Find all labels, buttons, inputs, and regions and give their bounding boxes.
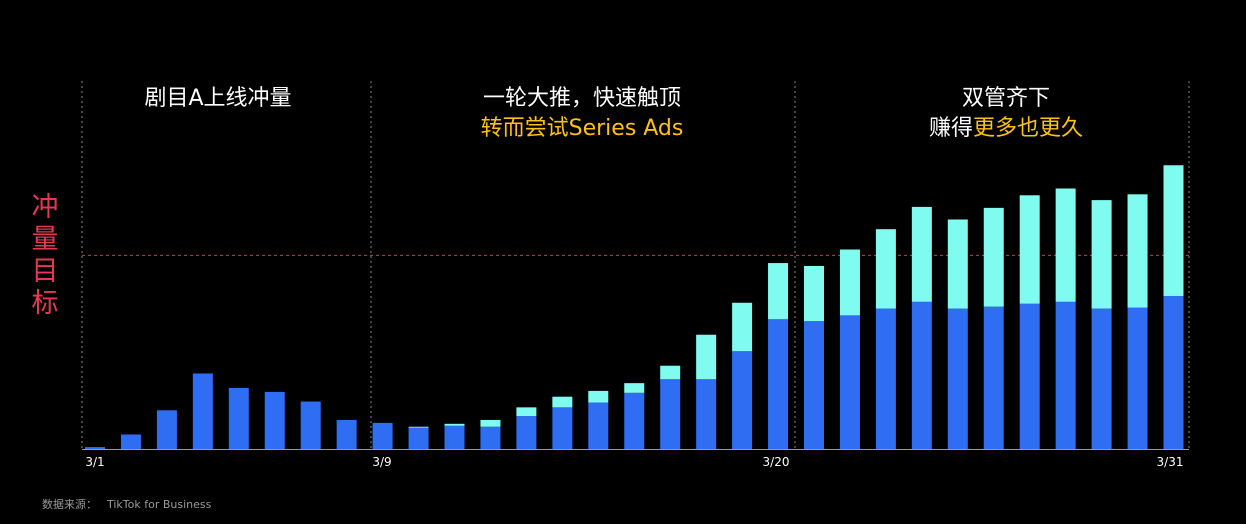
bar-series-ads-15 [588, 390, 609, 403]
x-tick-label: 3/1 [85, 455, 104, 469]
bar-series-ads-11 [444, 423, 465, 426]
bar-series-ads-14 [552, 396, 573, 408]
bar-series-ads-22 [839, 249, 860, 316]
bar-base-14 [552, 407, 573, 449]
phase-title-3-line-1: 双管齐下 [962, 86, 1050, 111]
bar-base-8 [336, 419, 357, 449]
bar-series-ads-12 [480, 419, 501, 427]
bar-series-ads-29 [1091, 200, 1112, 309]
bar-base-10 [408, 427, 429, 449]
bar-base-15 [588, 402, 609, 449]
bar-base-2 [120, 434, 141, 449]
bar-base-19 [732, 351, 753, 449]
bar-series-ads-16 [624, 383, 645, 393]
y-axis-label-char: 量 [32, 224, 59, 255]
phase-title-3-line-2: 赚得更多也更久 [929, 116, 1083, 141]
x-tick-label: 3/9 [372, 455, 391, 469]
x-tick-label: 3/20 [763, 455, 790, 469]
bar-base-13 [516, 416, 537, 449]
bar-series-ads-30 [1127, 194, 1148, 308]
bar-series-ads-25 [947, 219, 968, 309]
bar-base-11 [444, 425, 465, 449]
bar-series-ads-28 [1055, 188, 1076, 302]
bar-base-18 [696, 379, 717, 449]
bar-base-22 [839, 315, 860, 449]
bar-base-4 [192, 373, 213, 449]
bar-base-1 [85, 447, 105, 449]
phase-title-segment: 一轮大推，快速触顶 [483, 86, 681, 111]
bar-base-6 [264, 391, 285, 449]
bar-base-26 [983, 306, 1004, 449]
bar-base-7 [300, 401, 321, 449]
bar-base-31 [1163, 295, 1184, 449]
bar-series-ads-27 [1019, 195, 1040, 304]
phase-title-2-line-2: 转而尝试Series Ads [481, 116, 684, 141]
bar-base-30 [1127, 307, 1148, 449]
y-axis-label-char: 冲 [32, 192, 59, 223]
source-value: TikTok for Business [107, 498, 212, 511]
bar-series-ads-23 [875, 229, 896, 309]
phase-title-2-line-1: 一轮大推，快速触顶 [483, 86, 681, 111]
bar-base-29 [1091, 308, 1112, 449]
bar-series-ads-24 [911, 206, 932, 302]
bar-series-ads-10 [408, 426, 429, 428]
bar-series-ads-18 [696, 334, 717, 380]
data-source: 数据来源： TikTok for Business [42, 496, 221, 512]
bar-base-23 [875, 308, 896, 449]
bar-base-9 [372, 422, 393, 449]
bar-base-24 [911, 301, 932, 449]
bar-series-ads-31 [1163, 165, 1184, 296]
phase-title-segment: 转而尝试Series Ads [481, 116, 684, 141]
bar-base-20 [768, 319, 789, 449]
phase-title-segment: 赚得 [929, 116, 973, 141]
y-axis-label-char: 目 [32, 256, 59, 287]
bar-base-16 [624, 392, 645, 449]
phase-title-segment: 双管齐下 [962, 86, 1050, 111]
bar-series-ads-21 [804, 265, 824, 322]
phase-title-segment: 剧目A上线冲量 [144, 86, 291, 111]
source-label: 数据来源： [42, 498, 97, 511]
bar-base-25 [947, 308, 968, 449]
y-axis-label-char: 标 [32, 288, 59, 319]
phase-title-segment: 更多也更久 [973, 116, 1083, 141]
phase-title-1-line-1: 剧目A上线冲量 [144, 86, 291, 111]
bar-series-ads-17 [660, 365, 681, 380]
bar-series-ads-19 [732, 302, 753, 352]
bar-base-27 [1019, 303, 1040, 449]
x-tick-label: 3/31 [1157, 455, 1184, 469]
bar-base-5 [228, 387, 249, 449]
bar-base-12 [480, 426, 501, 449]
bar-base-17 [660, 379, 681, 449]
bar-base-3 [156, 410, 177, 449]
bar-base-28 [1055, 301, 1076, 449]
bar-base-21 [804, 321, 824, 449]
bar-series-ads-26 [983, 207, 1004, 307]
bar-series-ads-20 [768, 263, 789, 320]
bar-series-ads-13 [516, 407, 537, 417]
